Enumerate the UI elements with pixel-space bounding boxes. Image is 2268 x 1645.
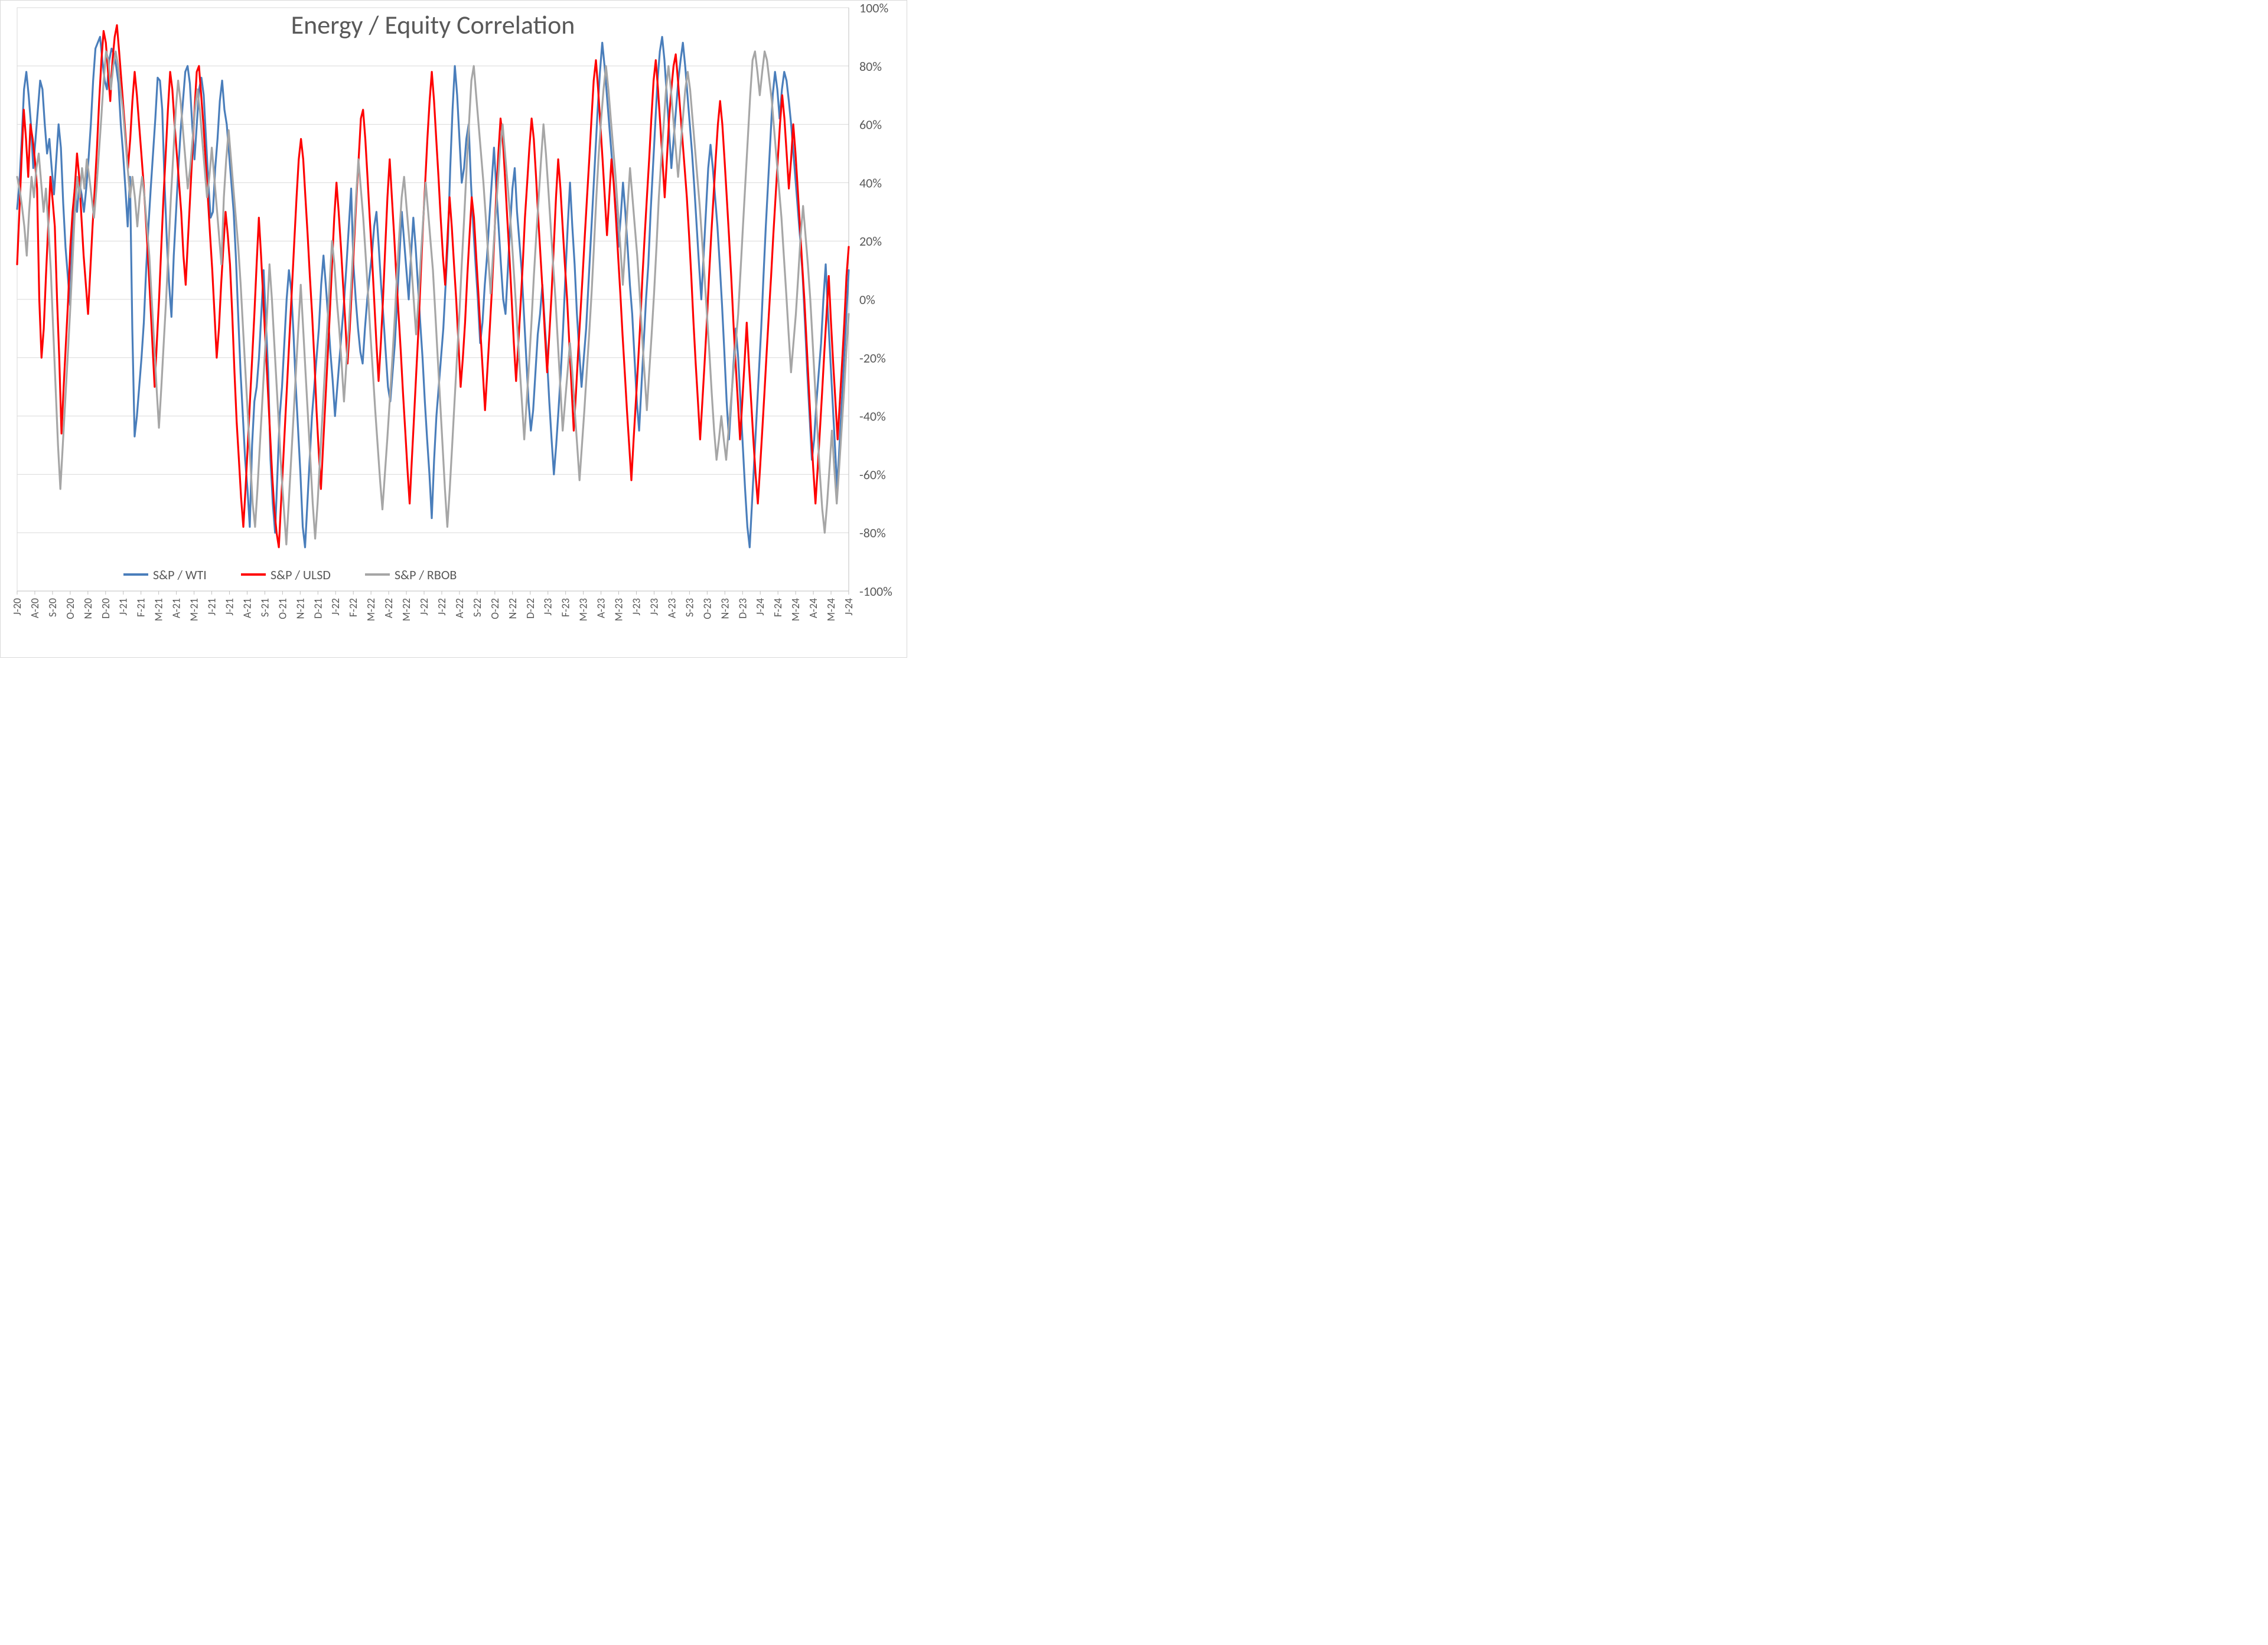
x-tick-label: M-22 bbox=[400, 598, 413, 621]
x-tick-label: F-22 bbox=[347, 598, 360, 617]
x-tick-label: J-21 bbox=[223, 598, 236, 616]
x-tick-label: D-23 bbox=[736, 598, 749, 619]
x-tick-label: S-22 bbox=[471, 598, 484, 617]
x-tick-label: A-23 bbox=[595, 598, 608, 618]
x-tick-label: N-23 bbox=[718, 598, 731, 619]
x-axis-ticks: J-20 A-20 S-20 O-20 N-20 D-20 J-21 F-21 M-21 A-21… bbox=[11, 591, 855, 621]
x-tick-label: J-23 bbox=[542, 598, 555, 616]
x-tick-label: A-22 bbox=[382, 598, 395, 618]
x-tick-label: J-21 bbox=[206, 598, 219, 616]
x-tick-label: J-24 bbox=[754, 598, 767, 616]
x-tick-label: F-23 bbox=[559, 598, 572, 617]
legend-label: S&P / WTI bbox=[153, 567, 207, 583]
x-tick-label: D-20 bbox=[99, 598, 112, 619]
x-tick-label: J-23 bbox=[647, 598, 660, 616]
y-tick-label: -100% bbox=[859, 583, 892, 599]
x-tick-label: A-21 bbox=[240, 598, 253, 618]
y-tick-label: -60% bbox=[859, 466, 886, 482]
y-axis-ticks: -100% -80% -60% -40% -20% 0% 20% 40% 60% 80% 100% bbox=[859, 1, 892, 599]
x-tick-label: O-20 bbox=[64, 598, 77, 619]
y-tick-label: 60% bbox=[859, 117, 882, 133]
x-tick-label: S-20 bbox=[46, 598, 59, 617]
x-tick-label: M-23 bbox=[577, 598, 590, 621]
x-tick-label: A-20 bbox=[28, 598, 41, 618]
y-tick-label: -20% bbox=[859, 350, 886, 366]
x-tick-label: F-24 bbox=[771, 598, 784, 617]
x-tick-label: D-22 bbox=[524, 598, 537, 619]
x-tick-label: M-22 bbox=[364, 598, 377, 621]
x-tick-label: M-24 bbox=[789, 598, 802, 621]
x-tick-label: J-23 bbox=[630, 598, 643, 616]
x-tick-label: S-23 bbox=[683, 598, 696, 617]
x-tick-label: O-22 bbox=[488, 598, 501, 619]
x-tick-label: J-24 bbox=[842, 598, 855, 616]
legend-label: S&P / ULSD bbox=[271, 567, 331, 583]
x-tick-label: O-21 bbox=[276, 598, 289, 619]
y-tick-label: 80% bbox=[859, 58, 882, 74]
y-tick-label: 100% bbox=[859, 1, 888, 16]
chart-title: Energy / Equity Correlation bbox=[291, 9, 575, 41]
x-tick-label: N-22 bbox=[506, 598, 519, 619]
x-tick-label: O-23 bbox=[700, 598, 713, 619]
legend: S&P / WTI S&P / ULSD S&P / RBOB bbox=[123, 567, 457, 583]
x-tick-label: A-21 bbox=[170, 598, 183, 618]
y-tick-label: -80% bbox=[859, 525, 886, 541]
x-tick-label: M-21 bbox=[188, 598, 201, 621]
x-tick-label: A-24 bbox=[807, 598, 820, 618]
x-tick-label: N-20 bbox=[82, 598, 94, 619]
x-tick-label: F-21 bbox=[135, 598, 148, 617]
series-line bbox=[17, 37, 849, 547]
series-lines bbox=[17, 25, 849, 547]
x-tick-label: A-23 bbox=[665, 598, 678, 618]
y-tick-label: -40% bbox=[859, 409, 886, 425]
y-tick-label: 20% bbox=[859, 233, 882, 249]
legend-label: S&P / RBOB bbox=[395, 567, 457, 583]
x-tick-label: N-21 bbox=[294, 598, 307, 619]
y-tick-label: 40% bbox=[859, 175, 882, 191]
x-tick-label: S-21 bbox=[258, 598, 271, 617]
x-tick-label: J-20 bbox=[11, 598, 24, 616]
y-tick-label: 0% bbox=[859, 292, 875, 308]
x-tick-label: M-23 bbox=[612, 598, 625, 621]
x-tick-label: J-22 bbox=[418, 598, 431, 616]
line-chart: -100% -80% -60% -40% -20% 0% 20% 40% 60% 80% 100% J… bbox=[1, 1, 908, 658]
chart-container: -100% -80% -60% -40% -20% 0% 20% 40% 60% 80% 100% J… bbox=[0, 0, 907, 658]
x-tick-label: A-22 bbox=[453, 598, 466, 618]
x-tick-label: M-21 bbox=[152, 598, 165, 621]
x-tick-label: J-22 bbox=[435, 598, 448, 616]
x-tick-label: J-21 bbox=[117, 598, 130, 616]
x-tick-label: M-24 bbox=[825, 598, 838, 621]
x-tick-label: D-21 bbox=[311, 598, 324, 619]
x-tick-label: J-22 bbox=[329, 598, 342, 616]
